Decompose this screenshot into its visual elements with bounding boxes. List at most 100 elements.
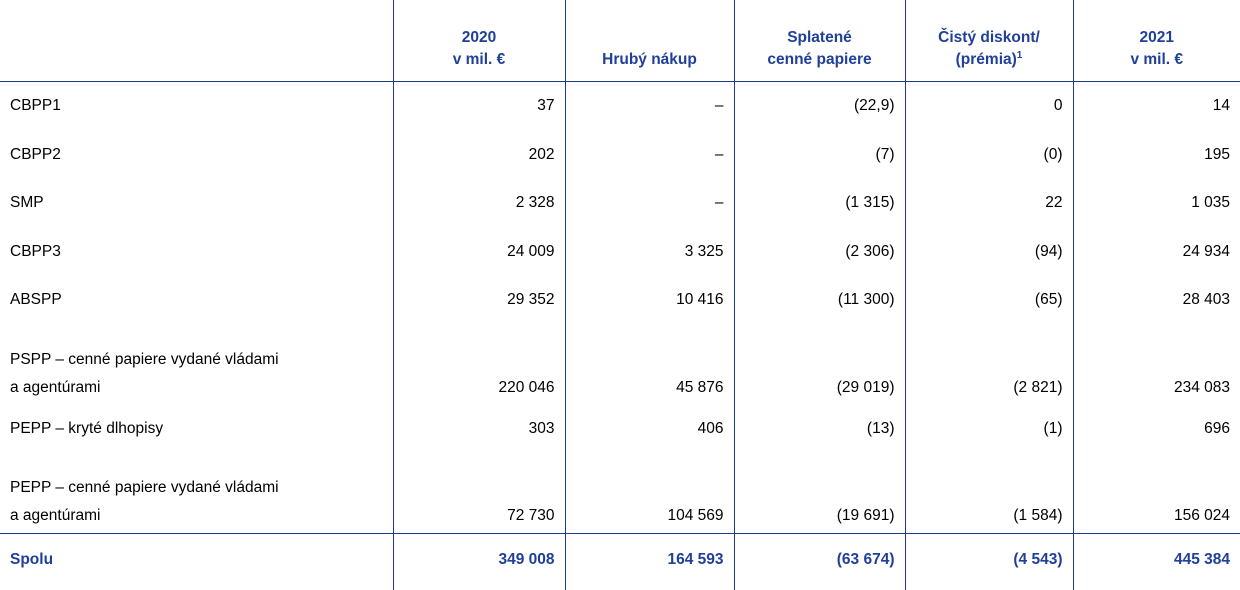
- text-line: CBPP3: [10, 238, 383, 266]
- value-cell: (4 543): [905, 534, 1073, 590]
- header-line: Hrubý nákup: [570, 49, 730, 71]
- value-cell: (11 300): [734, 276, 905, 325]
- value-cell: 156 024: [1073, 453, 1240, 534]
- row-label: PEPP – kryté dlhopisy: [0, 405, 393, 454]
- value-cell: (1 584): [905, 453, 1073, 534]
- value-cell: 202: [393, 131, 565, 180]
- value-cell: 195: [1073, 131, 1240, 180]
- value-cell: –: [565, 131, 734, 180]
- text-line: a agentúrami: [10, 502, 383, 530]
- value-cell: 2 328: [393, 179, 565, 228]
- header-line: (prémia)1: [910, 49, 1069, 71]
- value-cell: 220 046: [393, 325, 565, 405]
- value-cell: (1 315): [734, 179, 905, 228]
- value-cell: (19 691): [734, 453, 905, 534]
- header-text: (prémia): [956, 51, 1017, 68]
- value-cell: 696: [1073, 405, 1240, 454]
- value-cell: 349 008: [393, 534, 565, 590]
- header-text: 2020: [462, 29, 496, 46]
- text-line: PSPP – cenné papiere vydané vládami: [10, 346, 383, 374]
- header-cell: 2020 v mil. €: [393, 0, 565, 82]
- value-cell: 303: [393, 405, 565, 454]
- value-cell: (1): [905, 405, 1073, 454]
- value-cell: (7): [734, 131, 905, 180]
- header-cell: Čistý diskont/ (prémia)1: [905, 0, 1073, 82]
- value-cell: 10 416: [565, 276, 734, 325]
- header-text: 2021: [1140, 29, 1174, 46]
- header-line: cenné papiere: [739, 49, 901, 71]
- row-label: CBPP1: [0, 82, 393, 131]
- footnote-mark: 1: [1017, 50, 1023, 61]
- header-row: 2020 v mil. € Hrubý nákup Splatené cenné pap…: [0, 0, 1240, 82]
- header-line: 2020: [398, 27, 561, 49]
- value-cell: 28 403: [1073, 276, 1240, 325]
- header-cell: Hrubý nákup: [565, 0, 734, 82]
- header-text: v mil. €: [453, 51, 506, 68]
- text-line: PEPP – cenné papiere vydané vládami: [10, 474, 383, 502]
- value-cell: (2 821): [905, 325, 1073, 405]
- value-cell: 29 352: [393, 276, 565, 325]
- value-cell: 3 325: [565, 228, 734, 277]
- value-cell: (94): [905, 228, 1073, 277]
- header-text: cenné papiere: [767, 51, 871, 68]
- value-cell: –: [565, 82, 734, 131]
- value-cell: (29 019): [734, 325, 905, 405]
- header-line: v mil. €: [398, 49, 561, 71]
- header-line: 2021: [1078, 27, 1237, 49]
- row-label: CBPP3: [0, 228, 393, 277]
- data-row: CBPP2 202–(7)(0)195: [0, 131, 1240, 180]
- value-cell: (63 674): [734, 534, 905, 590]
- header-text: Splatené: [787, 29, 852, 46]
- value-cell: 24 009: [393, 228, 565, 277]
- value-cell: 406: [565, 405, 734, 454]
- value-cell: (13): [734, 405, 905, 454]
- header-text: v mil. €: [1130, 51, 1183, 68]
- header-cell: [0, 0, 393, 82]
- header-line: v mil. €: [1078, 49, 1237, 71]
- value-cell: 22: [905, 179, 1073, 228]
- row-label: SMP: [0, 179, 393, 228]
- value-cell: (65): [905, 276, 1073, 325]
- header-text: Hrubý nákup: [602, 51, 697, 68]
- text-line: PEPP – kryté dlhopisy: [10, 415, 383, 443]
- value-cell: 45 876: [565, 325, 734, 405]
- header-line: Čistý diskont/: [910, 27, 1069, 49]
- value-cell: 72 730: [393, 453, 565, 534]
- header-line: Splatené: [739, 27, 901, 49]
- text-line: CBPP1: [10, 92, 383, 120]
- value-cell: 234 083: [1073, 325, 1240, 405]
- row-label: Spolu: [0, 534, 393, 590]
- text-line: SMP: [10, 189, 383, 217]
- text-line: ABSPP: [10, 286, 383, 314]
- value-cell: 37: [393, 82, 565, 131]
- value-cell: 24 934: [1073, 228, 1240, 277]
- row-label: CBPP2: [0, 131, 393, 180]
- value-cell: 164 593: [565, 534, 734, 590]
- value-cell: (22,9): [734, 82, 905, 131]
- header-text: Čistý diskont/: [938, 29, 1040, 46]
- text-line: Spolu: [10, 546, 383, 574]
- text-line: a agentúrami: [10, 374, 383, 402]
- row-label: ABSPP: [0, 276, 393, 325]
- header-cell: Splatené cenné papiere: [734, 0, 905, 82]
- value-cell: (0): [905, 131, 1073, 180]
- value-cell: 0: [905, 82, 1073, 131]
- value-cell: (2 306): [734, 228, 905, 277]
- text-line: CBPP2: [10, 141, 383, 169]
- value-cell: 14: [1073, 82, 1240, 131]
- value-cell: 445 384: [1073, 534, 1240, 590]
- header-cell: 2021 v mil. €: [1073, 0, 1240, 82]
